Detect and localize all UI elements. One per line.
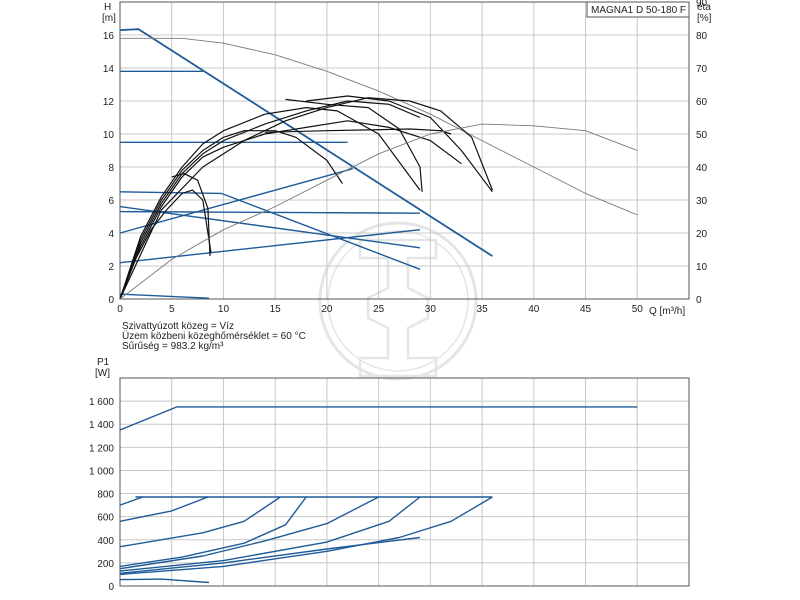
head-head-curve-line (306, 95, 493, 193)
head-head-curve-line (171, 173, 211, 257)
eta-tick-label: 0 (696, 295, 702, 306)
flow-tick-label: 20 (321, 304, 333, 315)
eta-tick-label: 60 (696, 97, 708, 108)
flow-tick-label: 30 (425, 304, 437, 315)
flow-tick-label: 10 (218, 304, 230, 315)
power-tick-label: 1 400 (89, 420, 114, 431)
head-eta-line (119, 106, 421, 300)
head-tick-label: 8 (108, 163, 114, 174)
pump-model-label: MAGNA1 D 50-180 F (591, 5, 686, 16)
flow-tick-label: 5 (169, 304, 175, 315)
eta-tick-label: 50 (696, 130, 708, 141)
power-tick-label: 800 (97, 490, 114, 501)
head-tick-label: 12 (103, 97, 115, 108)
power-max-power-line (119, 406, 638, 431)
eta-axis-title: eta (697, 2, 711, 13)
eta-tick-label: 80 (696, 31, 708, 42)
flow-tick-label: 45 (580, 304, 592, 315)
flow-tick-label: 0 (117, 304, 123, 315)
eta-tick-label: 10 (696, 262, 708, 273)
flow-tick-label: 15 (270, 304, 282, 315)
power-power-line (119, 496, 209, 522)
power-tick-label: 1 600 (89, 397, 114, 408)
power-power-line (119, 536, 421, 574)
head-tick-label: 10 (103, 130, 115, 141)
head-head-curve-line (120, 37, 638, 216)
head-eta-line (119, 97, 493, 300)
head-tick-label: 0 (108, 295, 114, 306)
head-tick-label: 6 (108, 196, 114, 207)
pump-model-box (586, 1, 690, 18)
power-power-line (119, 496, 144, 506)
eta-tick-label: 40 (696, 163, 708, 174)
head-tick-label: 16 (103, 31, 115, 42)
power-plot-frame (119, 377, 690, 587)
head-prop-pressure-line (119, 168, 353, 234)
head-tick-label: 14 (103, 64, 115, 75)
head-prop-pressure-line (119, 205, 421, 249)
head-min-curve-line (119, 293, 210, 299)
power-tick-label: 200 (97, 559, 114, 570)
flow-tick-label: 40 (528, 304, 540, 315)
eta-tick-label: 90 (696, 0, 708, 9)
fluid-note-medium: Szivattyúzott közeg = Víz (122, 321, 234, 332)
power-tick-label: 1 000 (89, 466, 114, 477)
power-tick-label: 0 (108, 582, 114, 593)
head-max-curve-line (119, 28, 493, 257)
head-eta-line (119, 189, 212, 300)
fluid-note-density: Sűrűség = 983.2 kg/m³ (122, 341, 224, 352)
power-axis-unit: [W] (95, 368, 110, 379)
grundfos-watermark-logo (318, 221, 478, 381)
head-eta-line (119, 123, 638, 300)
head-const-pressure-line (119, 191, 421, 270)
eta-tick-label: 70 (696, 64, 708, 75)
power-power-line (119, 496, 307, 568)
power-tick-label: 400 (97, 536, 114, 547)
power-tick-label: 1 200 (89, 443, 114, 454)
eta-tick-label: 20 (696, 229, 708, 240)
fluid-note-temperature: Üzem közbeni közeghőmérséklet = 60 °C (122, 330, 306, 342)
flow-tick-label: 35 (477, 304, 489, 315)
power-power-line (119, 496, 379, 570)
head-const-pressure-line (119, 210, 421, 214)
head-prop-pressure-line (119, 229, 421, 264)
power-power-line (119, 496, 421, 572)
flow-tick-label: 50 (632, 304, 644, 315)
head-tick-label: 2 (108, 262, 114, 273)
head-axis-unit: [m] (102, 13, 116, 24)
head-eta-line (119, 100, 421, 300)
head-plot-frame (119, 1, 690, 300)
head-head-curve-line (285, 98, 423, 192)
head-axis-title: H (104, 2, 111, 13)
head-eta-line (119, 120, 462, 300)
power-power-line (119, 496, 281, 548)
flow-axis-title: Q [m³/h] (649, 306, 685, 317)
eta-axis-unit: [%] (697, 13, 712, 24)
eta-tick-label: 30 (696, 196, 708, 207)
power-axis-title: P1 (97, 357, 110, 368)
flow-tick-label: 25 (373, 304, 385, 315)
head-tick-label: 4 (108, 229, 114, 240)
power-tick-label: 600 (97, 513, 114, 524)
head-eta-line (119, 130, 343, 300)
power-power-line (119, 578, 210, 584)
